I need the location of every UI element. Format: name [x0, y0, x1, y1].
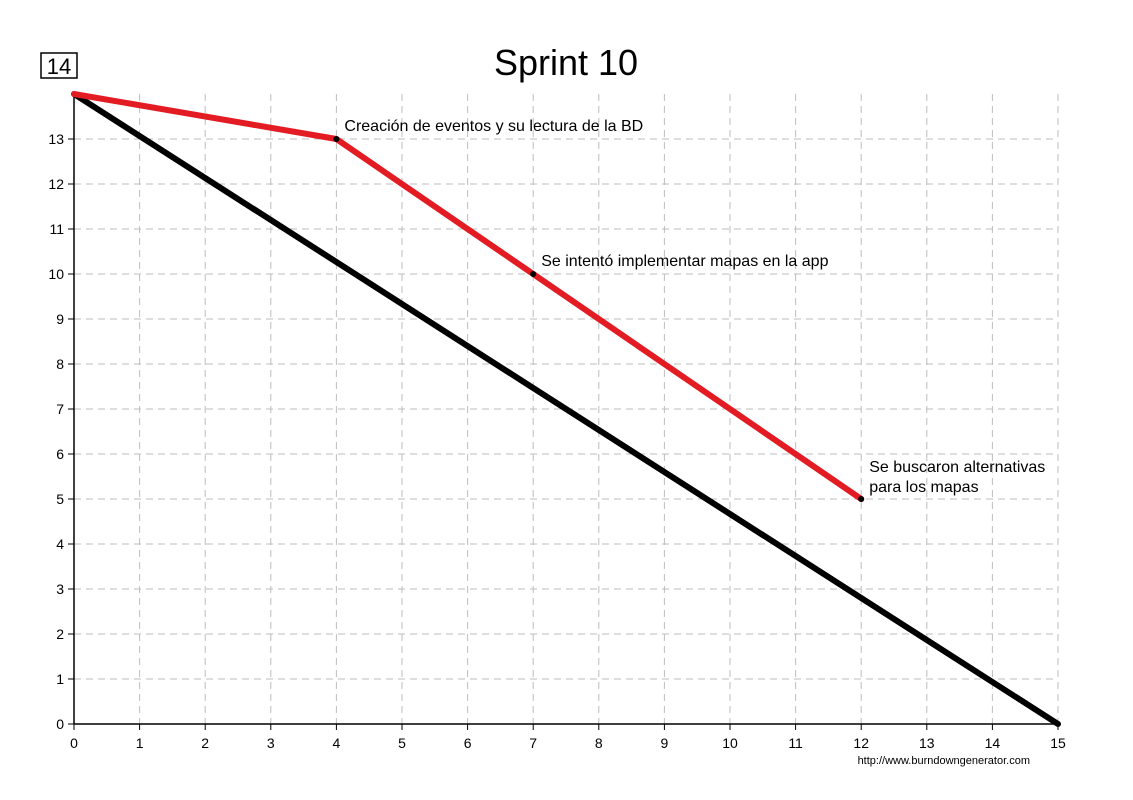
x-tick-labels: 0 1 2 3 4 5 6 7 8 9 10 11 12 13 14 15 — [70, 724, 1066, 751]
annotation-marker-1 — [333, 136, 340, 142]
x-tick-label-15: 15 — [1050, 735, 1066, 751]
x-tick-label-12: 12 — [853, 735, 869, 751]
y-tick-label-2: 2 — [56, 626, 64, 642]
actual-burndown-line — [71, 91, 865, 502]
annotation-text-3-1: Se buscaron alternativas — [869, 459, 1045, 476]
annotation-text-3-2: para los mapas — [869, 479, 978, 496]
y-tick-label-10: 10 — [48, 266, 64, 282]
y-tick-label-9: 9 — [56, 311, 64, 327]
x-tick-label-13: 13 — [919, 735, 935, 751]
x-tick-label-9: 9 — [661, 735, 669, 751]
y-tick-label-13: 13 — [48, 131, 64, 147]
x-tick-label-11: 11 — [788, 735, 803, 751]
annotation-text-1-1: Creación de eventos y su lectura de la B… — [344, 118, 643, 135]
y-tick-label-6: 6 — [56, 446, 64, 462]
y-tick-label-0: 0 — [56, 716, 64, 732]
y-tick-label-3: 3 — [56, 581, 64, 597]
y-tick-label-1: 1 — [56, 671, 64, 687]
x-tick-label-14: 14 — [985, 735, 1001, 751]
y-tick-label-5: 5 — [56, 491, 64, 507]
chart-title: Sprint 10 — [494, 42, 638, 83]
annotations: Creación de eventos y su lectura de la B… — [333, 118, 1045, 502]
x-tick-label-2: 2 — [201, 735, 209, 751]
x-tick-label-4: 4 — [333, 735, 341, 751]
y-max-label-frame — [40, 52, 78, 79]
y-max-label-box: 14 — [40, 52, 78, 79]
y-tick-label-4: 4 — [56, 536, 64, 552]
x-tick-label-8: 8 — [595, 735, 603, 751]
annotation-marker-3 — [858, 496, 865, 502]
y-tick-label-8: 8 — [56, 356, 64, 372]
credit-url: http://www.burndowngenerator.com — [858, 755, 1030, 767]
x-tick-label-5: 5 — [398, 735, 406, 751]
grid-lines — [74, 94, 1059, 724]
x-tick-label-1: 1 — [136, 735, 144, 751]
y-tick-label-11: 11 — [49, 221, 64, 237]
x-tick-label-10: 10 — [722, 735, 738, 751]
x-tick-label-6: 6 — [464, 735, 472, 751]
x-tick-label-7: 7 — [529, 735, 537, 751]
y-tick-label-12: 12 — [48, 176, 64, 192]
y-max-label: 14 — [47, 54, 71, 79]
ideal-burndown-line — [71, 91, 1061, 727]
annotation-text-2-1: Se intentó implementar mapas en la app — [541, 253, 828, 270]
x-tick-label-0: 0 — [70, 735, 78, 751]
series-lines — [71, 91, 1061, 727]
annotation-marker-2 — [530, 271, 537, 277]
y-tick-label-7: 7 — [56, 401, 64, 417]
x-tick-label-3: 3 — [267, 735, 275, 751]
